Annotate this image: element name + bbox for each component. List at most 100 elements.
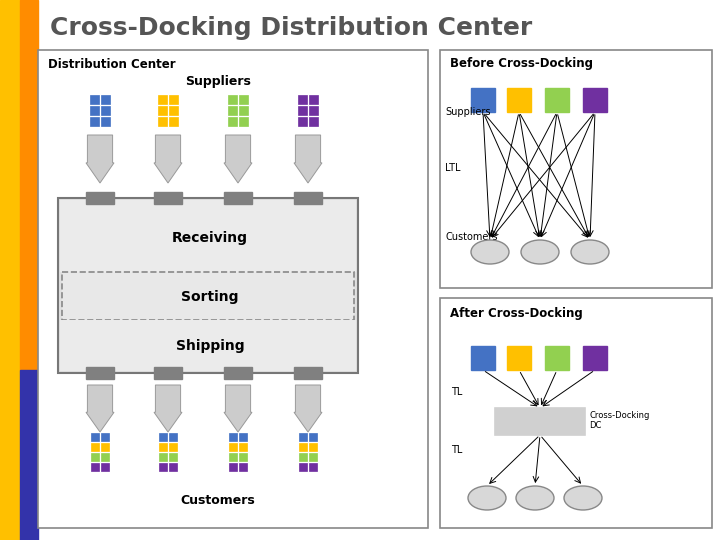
Text: Cross-Docking Distribution Center: Cross-Docking Distribution Center [50, 16, 532, 40]
Bar [159, 433, 167, 441]
Bar [471, 88, 495, 112]
Bar [440, 298, 712, 528]
Ellipse shape [521, 240, 559, 264]
Bar [0, 0, 20, 540]
Bar [20, 370, 38, 540]
Bar [299, 433, 307, 441]
Text: TL: TL [451, 387, 462, 397]
Text: Sorting: Sorting [181, 290, 239, 304]
Bar [91, 453, 99, 461]
Bar [159, 463, 167, 471]
Bar [309, 443, 317, 451]
Bar [158, 117, 167, 125]
Text: Before Cross-Docking: Before Cross-Docking [450, 57, 593, 71]
Bar [58, 198, 358, 373]
Bar [101, 105, 110, 114]
Bar [169, 105, 178, 114]
Text: Cross-Docking: Cross-Docking [589, 410, 649, 420]
Bar [545, 88, 569, 112]
Bar [101, 117, 110, 125]
Bar [239, 443, 247, 451]
Bar [101, 463, 109, 471]
Bar [90, 94, 99, 104]
Bar [228, 94, 237, 104]
Text: DC: DC [589, 422, 601, 430]
Bar [309, 463, 317, 471]
Text: TL: TL [451, 445, 462, 455]
Text: Receiving: Receiving [172, 231, 248, 245]
Bar [495, 408, 585, 435]
Bar [91, 433, 99, 441]
Polygon shape [154, 135, 182, 183]
Bar [440, 50, 712, 288]
Bar [309, 94, 318, 104]
Polygon shape [86, 135, 114, 183]
Ellipse shape [564, 486, 602, 510]
Polygon shape [154, 385, 182, 432]
Bar [294, 367, 322, 379]
Bar [224, 367, 252, 379]
Polygon shape [224, 135, 252, 183]
Polygon shape [294, 135, 322, 183]
Bar [309, 117, 318, 125]
Bar [169, 453, 177, 461]
Bar [90, 117, 99, 125]
Bar [583, 88, 607, 112]
Text: Suppliers: Suppliers [185, 76, 251, 89]
Bar [298, 105, 307, 114]
Polygon shape [224, 385, 252, 432]
Text: After Cross-Docking: After Cross-Docking [450, 307, 582, 320]
Bar [60, 200, 356, 272]
Bar [101, 443, 109, 451]
Bar [169, 443, 177, 451]
Bar [20, 0, 38, 370]
Polygon shape [86, 385, 114, 432]
Ellipse shape [516, 486, 554, 510]
Bar [169, 94, 178, 104]
Bar [169, 433, 177, 441]
Bar [159, 453, 167, 461]
Bar [101, 94, 110, 104]
Bar [228, 117, 237, 125]
Bar [169, 463, 177, 471]
Bar [309, 105, 318, 114]
Bar [583, 346, 607, 370]
Bar [298, 117, 307, 125]
Bar [229, 453, 237, 461]
Bar [229, 443, 237, 451]
Bar [86, 367, 114, 379]
Bar [298, 94, 307, 104]
Bar [101, 433, 109, 441]
Bar [507, 88, 531, 112]
Bar [229, 463, 237, 471]
Bar [239, 463, 247, 471]
Bar [159, 443, 167, 451]
Bar [239, 94, 248, 104]
Text: Distribution Center: Distribution Center [48, 57, 176, 71]
Bar [299, 453, 307, 461]
Bar [507, 346, 531, 370]
Bar [229, 433, 237, 441]
Bar [239, 105, 248, 114]
Bar [545, 346, 569, 370]
Bar [239, 453, 247, 461]
Bar [228, 105, 237, 114]
Bar [299, 443, 307, 451]
Bar [101, 453, 109, 461]
Ellipse shape [471, 240, 509, 264]
Bar [309, 433, 317, 441]
Bar [471, 346, 495, 370]
Bar [62, 272, 354, 320]
Bar [38, 50, 428, 528]
Bar [154, 192, 182, 204]
Bar [169, 117, 178, 125]
Bar [224, 192, 252, 204]
Text: Customers: Customers [181, 494, 256, 507]
Bar [294, 192, 322, 204]
Ellipse shape [571, 240, 609, 264]
Text: Shipping: Shipping [176, 339, 244, 353]
Bar [90, 105, 99, 114]
Text: LTL: LTL [445, 163, 461, 173]
Bar [239, 433, 247, 441]
Bar [158, 105, 167, 114]
